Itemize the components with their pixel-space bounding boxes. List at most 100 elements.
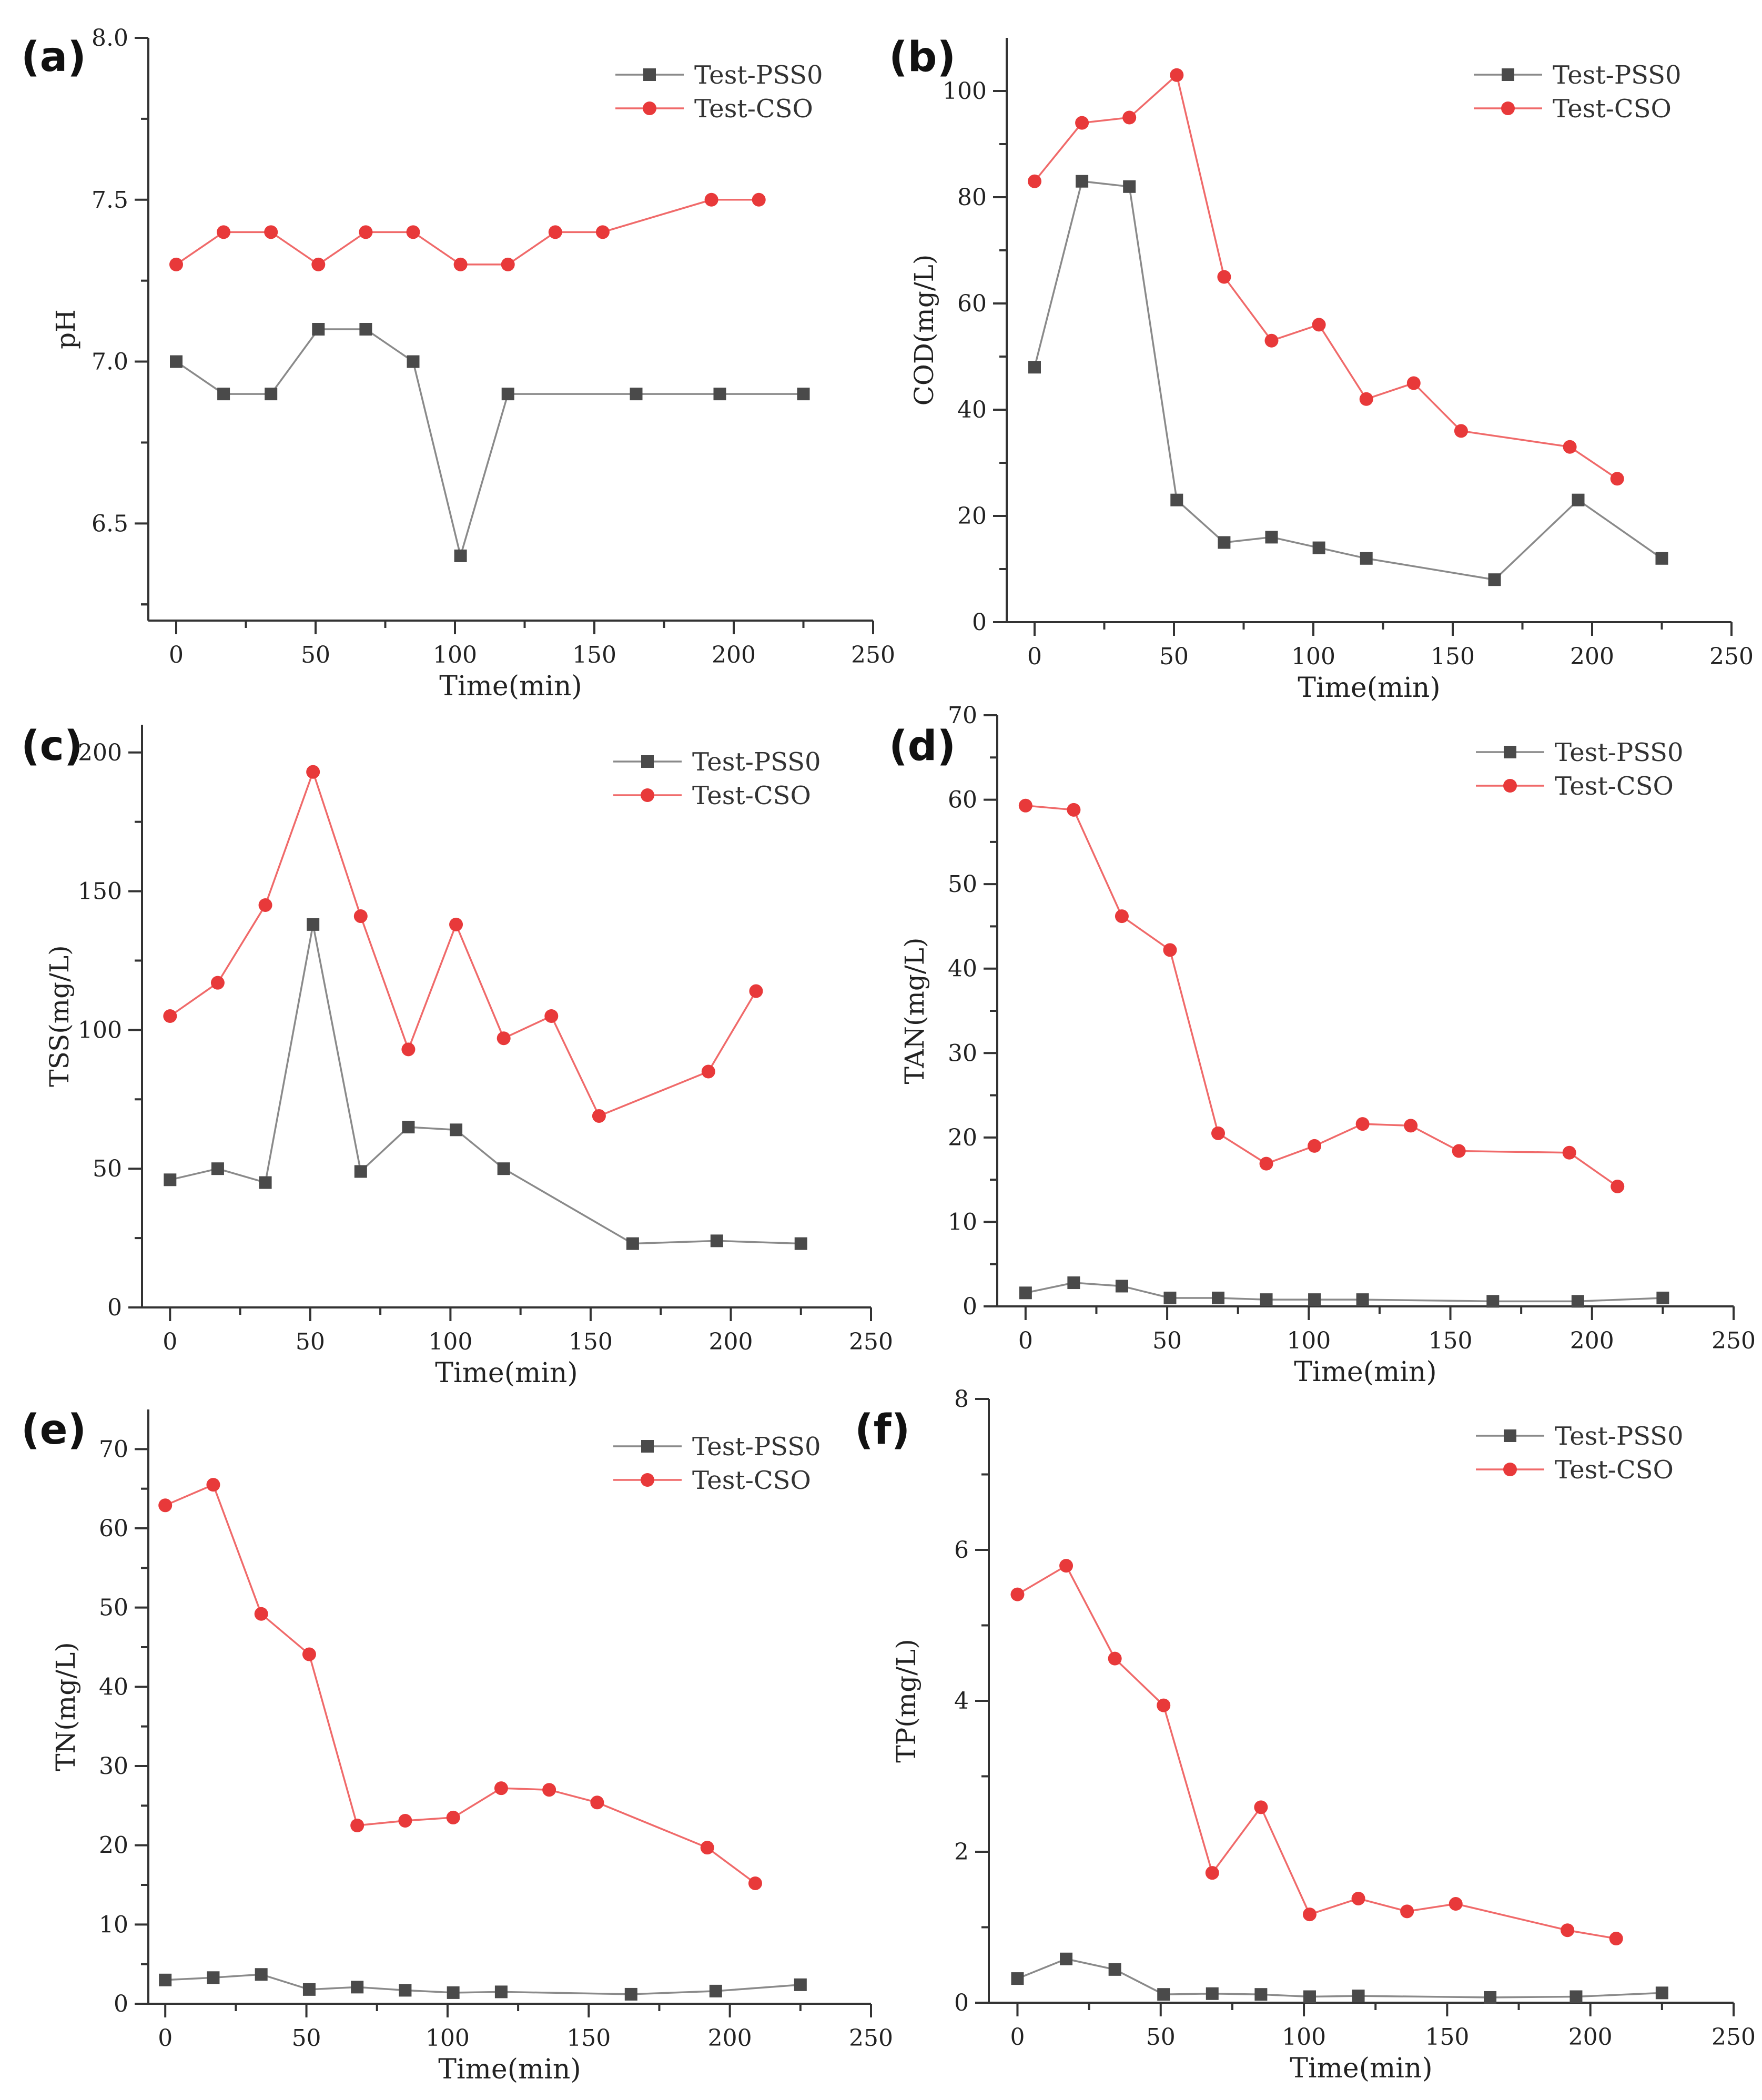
chart-f-y-label: TP(mg/L) (891, 1639, 921, 1762)
chart-d-y-tick-label: 30 (948, 1040, 977, 1067)
chart-f-legend-square-marker (1504, 1429, 1516, 1442)
chart-a-series-pss0-point (454, 549, 467, 562)
chart-f-x-tick-label: 50 (1146, 2024, 1176, 2051)
chart-a-series-cso-point (453, 257, 468, 271)
chart-b-series-pss0-point (1170, 493, 1183, 506)
chart-e-series-cso-point (398, 1813, 412, 1828)
chart-a: (a) 0 50 100 150 200 250 6.5 7.0 7.5 8.0 Time(min) p… (21, 25, 895, 702)
chart-e-y-tick-label: 20 (99, 1832, 128, 1859)
chart-d-legend-label: Test-PSS0 (1555, 738, 1684, 767)
chart-c-x-tick-label: 0 (163, 1328, 177, 1355)
chart-a-series-pss0-point (170, 355, 183, 368)
chart-f-series-pss0-point (1303, 1990, 1316, 2003)
chart-d-series-cso-point (1067, 803, 1081, 817)
chart-d-series-cso-point (1163, 943, 1177, 957)
chart-b-series-pss0-point (1488, 573, 1501, 586)
chart-c-x-tick-label: 250 (849, 1328, 893, 1355)
chart-c-y-tick-label: 100 (78, 1017, 122, 1043)
chart-a-series-pss0-point (630, 388, 643, 401)
chart-e-series-pss0-point (351, 1981, 364, 1994)
chart-f-x-label: Time(min) (1290, 2053, 1432, 2084)
chart-e-legend-label: Test-CSO (692, 1466, 811, 1495)
chart-a-y-tick-label: 8.0 (92, 25, 128, 52)
chart-f: (f) 0 50 100 150 200 250 0 2 4 6 8 Time(min) TP(mg/L)… (855, 1386, 1756, 2084)
chart-f-x-tick-label: 100 (1282, 2024, 1326, 2051)
chart-f-series-cso-point (1561, 1923, 1575, 1937)
chart-a-series-pss0-point (501, 388, 514, 401)
chart-c-series-pss0-point (794, 1237, 807, 1250)
chart-e-series-cso-point (254, 1607, 268, 1621)
chart-c-y-tick-label: 200 (78, 739, 122, 766)
chart-e-y-tick-label: 30 (99, 1753, 128, 1780)
chart-c-series-pss0-point (402, 1121, 415, 1134)
chart-c-x-tick-label: 100 (428, 1328, 472, 1355)
chart-f-series-cso-point (1351, 1891, 1365, 1905)
chart-e-y-tick-label: 60 (99, 1515, 128, 1542)
chart-c-legend-label: Test-CSO (692, 781, 811, 810)
chart-f-series-cso-point (1302, 1908, 1317, 1922)
chart-e-series-cso-point (158, 1498, 173, 1513)
chart-a-series-cso-point (501, 257, 515, 271)
chart-f-series-cso-point (1449, 1897, 1463, 1911)
chart-a-series-cso-point (406, 225, 420, 239)
chart-f-y-tick-label: 8 (954, 1386, 969, 1413)
chart-e-series-pss0-point (399, 1984, 412, 1997)
chart-f-series-pss0-point (1484, 1991, 1497, 2004)
chart-f-series-cso-point (1254, 1800, 1268, 1814)
chart-d-series-cso-point (1611, 1179, 1625, 1193)
chart-a-series-cso-point (169, 257, 183, 271)
chart-b-series-cso-point (1170, 68, 1184, 82)
chart-b-series-cso-point (1122, 110, 1137, 125)
chart-b-legend-circle-marker (1501, 102, 1515, 115)
chart-e-series-pss0-point (207, 1971, 220, 1984)
chart-f-series-pss0-point (1254, 1988, 1268, 2001)
chart-a-series-pss0-point (359, 323, 372, 336)
chart-f-series-pss0-point (1569, 1990, 1583, 2003)
chart-d-y-tick-label: 60 (948, 787, 977, 814)
chart-c-series-cso-point (163, 1009, 177, 1023)
chart-a-legend-label: Test-CSO (694, 94, 813, 124)
chart-b-series-pss0-point (1572, 493, 1585, 506)
chart-b-series-cso-point (1264, 333, 1279, 348)
chart-c-series-pss0-point (307, 918, 320, 931)
chart-a-series-pss0-point (407, 355, 420, 368)
chart-e-y-tick-label: 10 (99, 1911, 128, 1938)
chart-a-x-tick-label: 100 (433, 642, 477, 668)
chart-b-series-cso-point (1406, 376, 1421, 390)
chart-c-series-pss0-point (450, 1123, 463, 1137)
chart-c-legend: Test-PSS0 Test-CSO (613, 747, 821, 810)
chart-e-legend-square-marker (641, 1440, 654, 1453)
chart-e-series-pss0-point (794, 1978, 807, 1991)
chart-d-series-pss0-point (1115, 1280, 1128, 1293)
chart-a-y-tick-label: 6.5 (92, 510, 128, 537)
chart-d-series-pss0-point (1163, 1291, 1177, 1304)
chart-e-y-tick-label: 70 (99, 1436, 128, 1463)
chart-b-x-tick-label: 0 (1027, 643, 1042, 670)
chart-d-legend-circle-marker (1503, 779, 1517, 793)
chart-a-x-tick-label: 50 (301, 642, 330, 668)
chart-d-series-pss0-point (1212, 1291, 1224, 1304)
chart-e-legend: Test-PSS0 Test-CSO (613, 1432, 821, 1495)
chart-b-series-cso-point (1028, 174, 1041, 188)
chart-a-series-cso-point (548, 225, 562, 239)
chart-e-series-pss0-point (624, 1987, 637, 2001)
chart-f-y-tick-label: 2 (954, 1839, 969, 1865)
chart-a-legend-square-marker (643, 68, 656, 81)
chart-f-x-tick-label: 200 (1568, 2024, 1613, 2051)
chart-b-legend-label: Test-CSO (1553, 94, 1672, 124)
chart-e-panel-label: (e) (21, 1406, 86, 1454)
chart-b-y-tick-label: 40 (957, 397, 987, 423)
chart-e-series-cso-point (302, 1647, 316, 1661)
chart-c-x-label: Time(min) (435, 1357, 578, 1389)
chart-c-series-cso-point (258, 898, 272, 912)
chart-b-series-pss0-point (1076, 175, 1089, 188)
chart-e-x-tick-label: 100 (426, 2025, 470, 2052)
chart-d-legend-label: Test-CSO (1555, 772, 1674, 801)
chart-d-y-tick-label: 70 (948, 702, 977, 729)
chart-f-legend-label: Test-PSS0 (1555, 1422, 1684, 1451)
chart-d-legend-square-marker (1504, 746, 1516, 758)
chart-e-series-pss0-point (494, 1985, 508, 1998)
chart-c-series-cso-point (749, 984, 763, 998)
chart-e-legend-label: Test-PSS0 (692, 1432, 821, 1462)
chart-f-series-cso-point (1157, 1698, 1171, 1712)
